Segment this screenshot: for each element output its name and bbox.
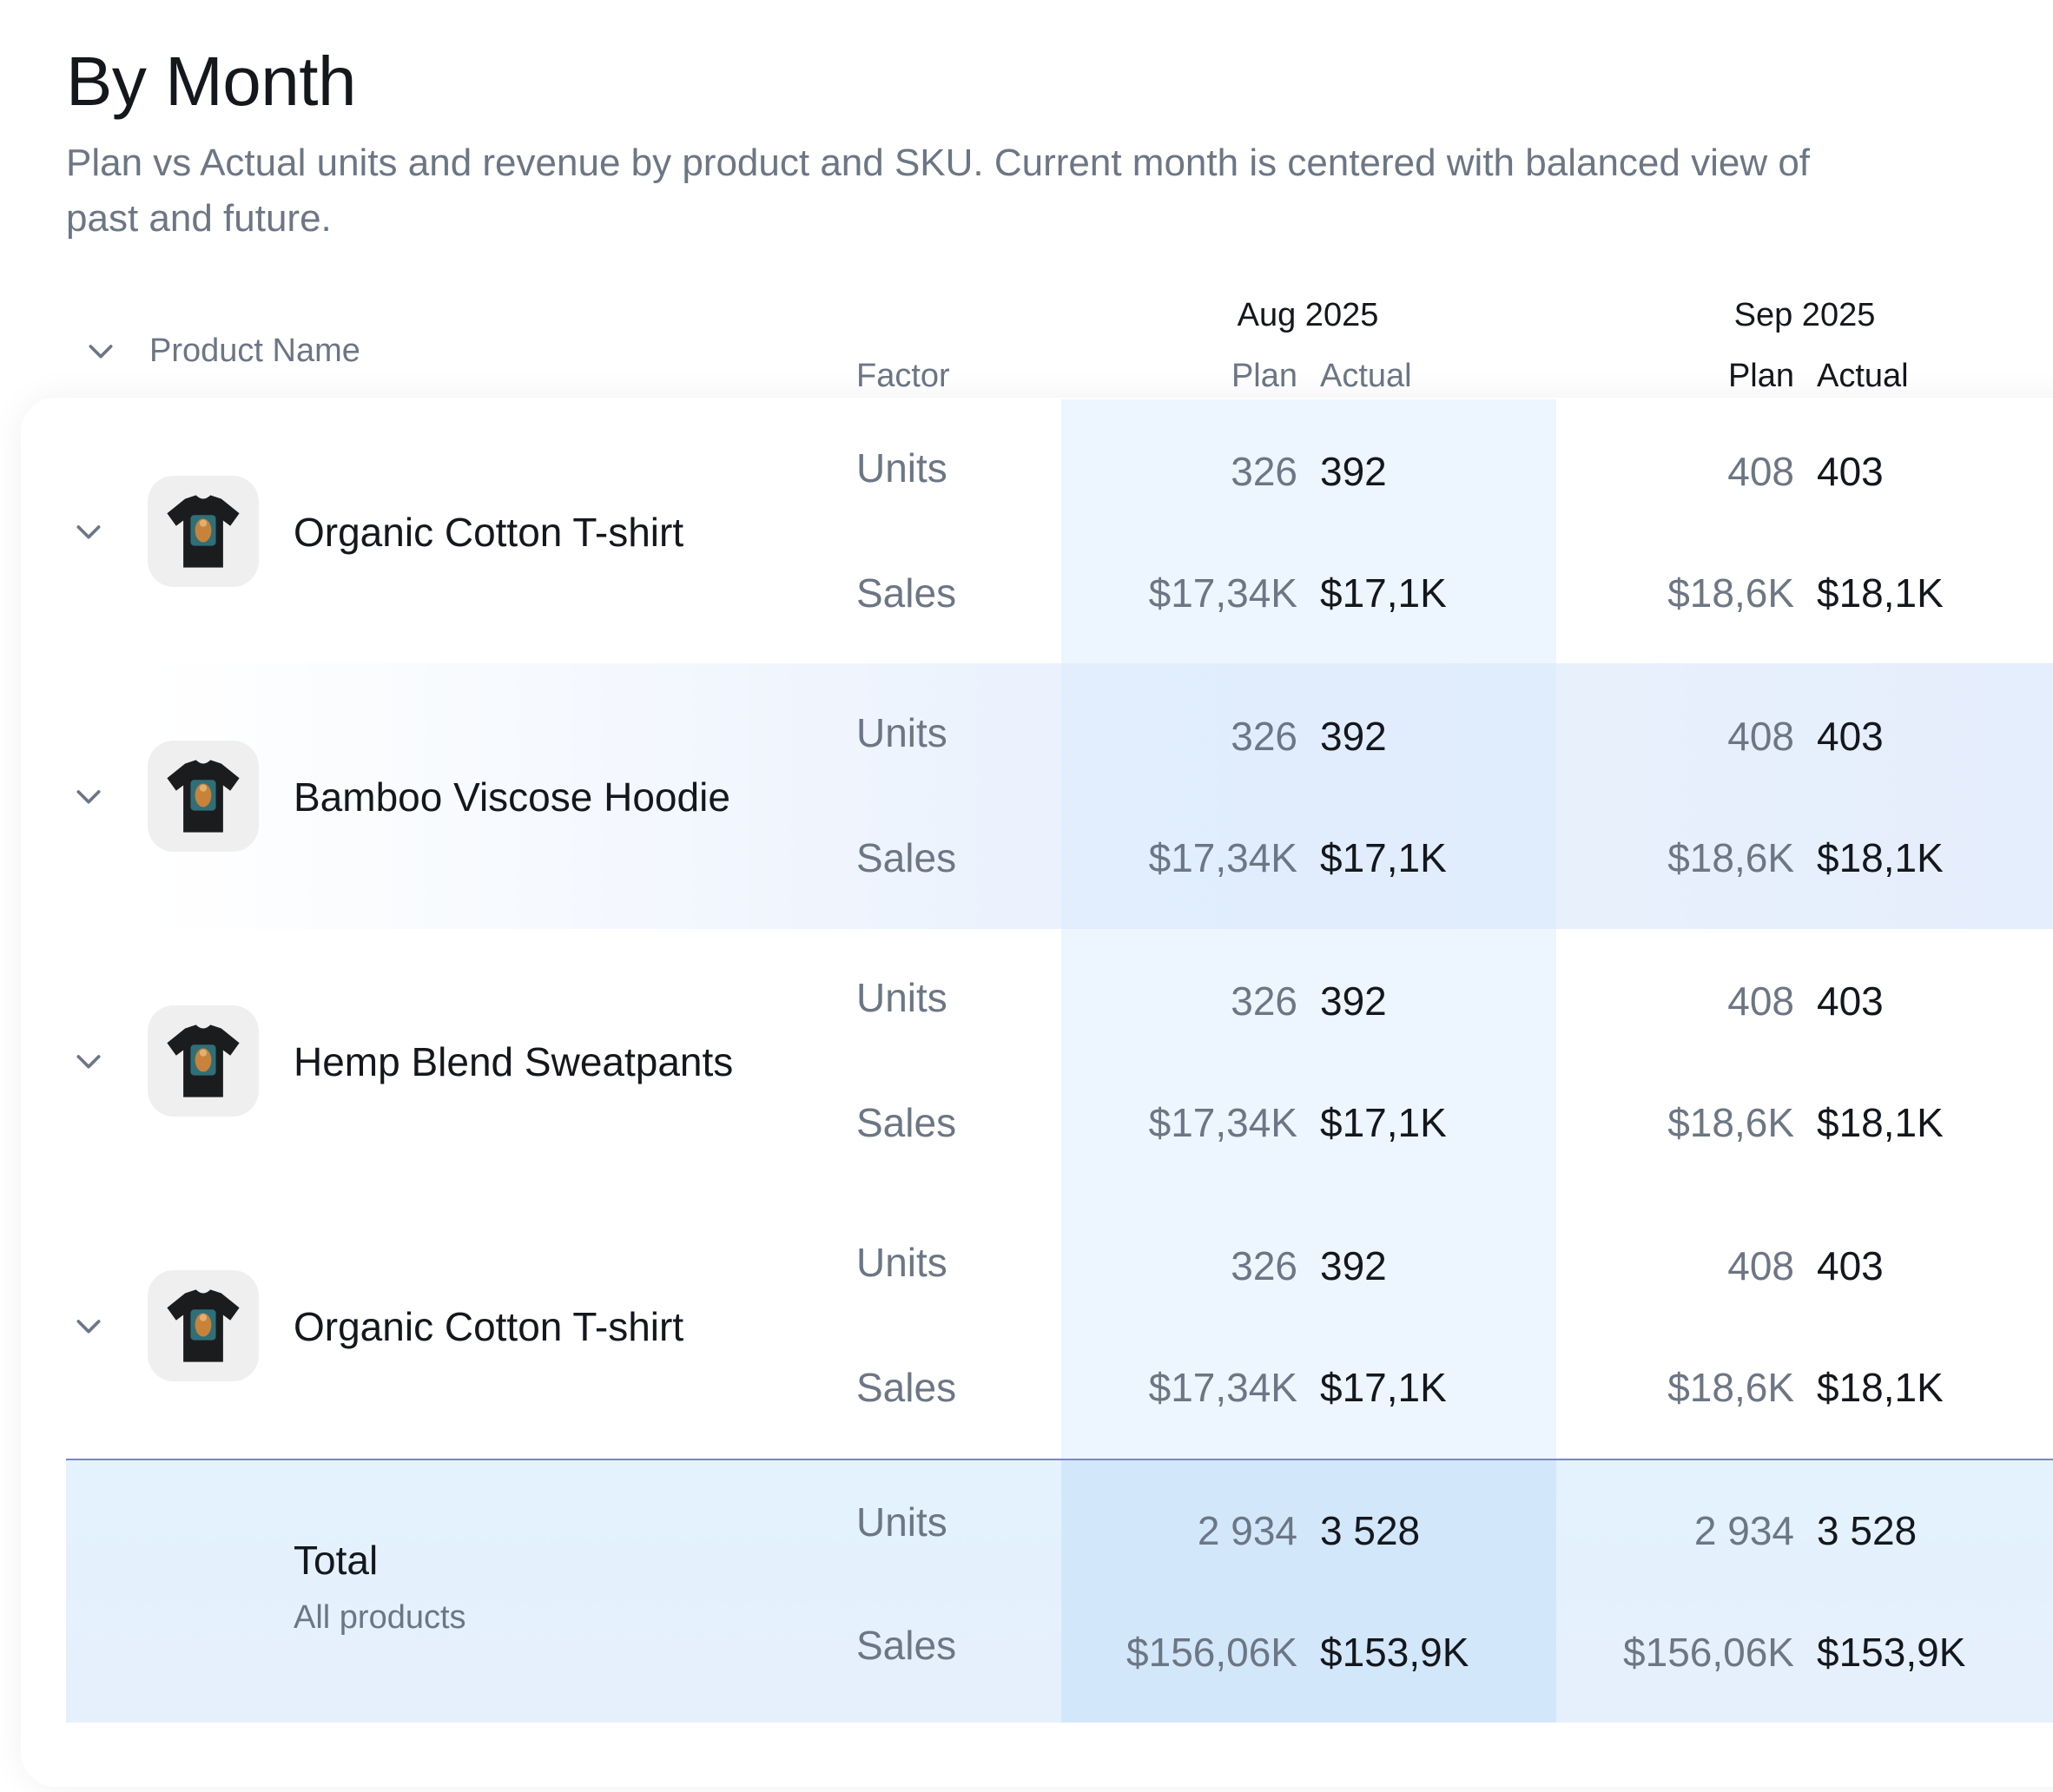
- total-label: Total: [294, 1538, 379, 1583]
- tshirt-thumbnail: [148, 1270, 259, 1381]
- product-name-header[interactable]: Product Name: [83, 325, 360, 377]
- total-aug-sales-plan: $156,06K: [1126, 1630, 1297, 1675]
- sep-units-actual: 403: [1817, 714, 1884, 759]
- sep-actual-header: Actual: [1817, 358, 1909, 394]
- product-row[interactable]: Organic Cotton T-shirt Units Sales 326 3…: [0, 1194, 2053, 1459]
- units-factor-label: Units: [856, 975, 947, 1020]
- total-aug-units-plan: 2 934: [1197, 1508, 1297, 1553]
- total-sep-sales-actual: $153,9K: [1817, 1630, 1966, 1675]
- aug-sales-plan: $17,34K: [1148, 570, 1297, 616]
- month-header-aug: Aug 2025: [1237, 297, 1379, 333]
- aug-units-actual: 392: [1320, 978, 1387, 1024]
- aug-actual-header: Actual: [1320, 358, 1412, 394]
- aug-sales-plan: $17,34K: [1148, 1100, 1297, 1145]
- total-divider: [66, 1459, 2053, 1460]
- sep-units-actual: 403: [1817, 1243, 1884, 1288]
- chevron-down-icon[interactable]: [69, 512, 108, 550]
- product-row[interactable]: Bamboo Viscose Hoodie Units Sales 326 39…: [0, 664, 2053, 930]
- aug-units-plan: 326: [1231, 449, 1297, 494]
- total-aug-sales-actual: $153,9K: [1320, 1630, 1469, 1675]
- sep-units-plan: 408: [1727, 1243, 1794, 1288]
- chevron-down-icon[interactable]: [69, 1307, 108, 1345]
- aug-sales-actual: $17,1K: [1320, 1365, 1447, 1410]
- sales-factor-label: Sales: [856, 1100, 957, 1145]
- total-row-background: [66, 1459, 2053, 1723]
- aug-sales-plan: $17,34K: [1148, 1365, 1297, 1410]
- total-current-month-band: [1061, 1459, 1556, 1723]
- aug-units-plan: 326: [1231, 978, 1297, 1024]
- page-subtitle: Plan vs Actual units and revenue by prod…: [66, 142, 1811, 240]
- tshirt-thumbnail: [148, 476, 259, 587]
- month-header-sep: Sep 2025: [1733, 297, 1876, 333]
- product-name: Organic Cotton T-shirt: [294, 1304, 684, 1349]
- sep-units-actual: 403: [1817, 978, 1884, 1024]
- aug-units-plan: 326: [1231, 714, 1297, 759]
- sep-units-plan: 408: [1727, 449, 1794, 494]
- page-title: By Month: [66, 43, 356, 120]
- sep-sales-actual: $18,1K: [1817, 1100, 1944, 1145]
- sep-units-actual: 403: [1817, 449, 1884, 494]
- row-hover-highlight: [146, 663, 2053, 929]
- units-factor-label: Units: [856, 710, 947, 755]
- total-sep-units-plan: 2 934: [1693, 1508, 1794, 1553]
- tshirt-thumbnail: [148, 741, 259, 852]
- aug-units-actual: 392: [1320, 1243, 1387, 1288]
- sales-factor-label: Sales: [856, 835, 957, 880]
- aug-sales-actual: $17,1K: [1320, 1100, 1447, 1145]
- sep-sales-actual: $18,1K: [1817, 1365, 1944, 1410]
- total-units-factor: Units: [856, 1499, 947, 1545]
- sales-factor-label: Sales: [856, 570, 957, 616]
- total-aug-units-actual: 3 528: [1320, 1508, 1421, 1553]
- total-sublabel: All products: [294, 1599, 466, 1636]
- tshirt-thumbnail: [148, 1005, 259, 1117]
- product-name: Hemp Blend Sweatpants: [294, 1039, 734, 1084]
- factor-header: Factor: [856, 358, 950, 394]
- aug-units-plan: 326: [1231, 1243, 1297, 1288]
- total-sep-sales-plan: $156,06K: [1623, 1630, 1794, 1675]
- sep-plan-header: Plan: [1727, 358, 1794, 394]
- aug-sales-actual: $17,1K: [1320, 835, 1447, 880]
- sep-sales-plan: $18,6K: [1667, 1365, 1794, 1410]
- sep-sales-actual: $18,1K: [1817, 835, 1944, 880]
- chevron-down-icon[interactable]: [69, 1042, 108, 1080]
- product-row[interactable]: Hemp Blend Sweatpants Units Sales 326 39…: [0, 929, 2053, 1195]
- total-sales-factor: Sales: [856, 1623, 957, 1668]
- aug-units-actual: 392: [1320, 714, 1387, 759]
- total-sep-units-actual: 3 528: [1817, 1508, 1918, 1553]
- sales-factor-label: Sales: [856, 1365, 957, 1410]
- aug-units-actual: 392: [1320, 449, 1387, 494]
- sep-units-plan: 408: [1727, 978, 1794, 1024]
- product-row[interactable]: Organic Cotton T-shirt Units Sales 326 3…: [0, 399, 2053, 665]
- sep-sales-plan: $18,6K: [1667, 570, 1794, 616]
- aug-sales-plan: $17,34K: [1148, 835, 1297, 880]
- product-name-header-label: Product Name: [149, 332, 360, 369]
- sep-sales-plan: $18,6K: [1667, 835, 1794, 880]
- aug-plan-header: Plan: [1231, 358, 1297, 394]
- sep-units-plan: 408: [1727, 714, 1794, 759]
- units-factor-label: Units: [856, 445, 947, 491]
- chevron-down-icon[interactable]: [69, 777, 108, 815]
- chevron-down-icon: [89, 345, 113, 359]
- sep-sales-plan: $18,6K: [1667, 1100, 1794, 1145]
- product-name: Bamboo Viscose Hoodie: [294, 774, 730, 820]
- aug-sales-actual: $17,1K: [1320, 570, 1447, 616]
- units-factor-label: Units: [856, 1240, 947, 1285]
- sep-sales-actual: $18,1K: [1817, 570, 1944, 616]
- product-name: Organic Cotton T-shirt: [294, 510, 684, 555]
